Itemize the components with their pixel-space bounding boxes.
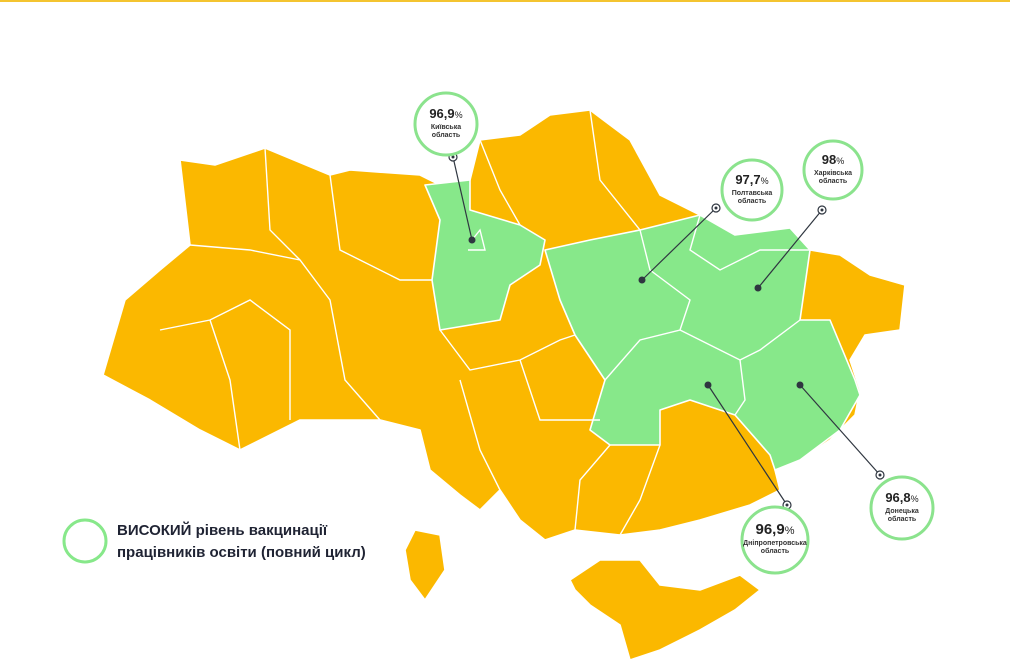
pointer-dot-core — [878, 473, 882, 477]
top-rule — [0, 0, 1010, 2]
oblast-borders — [159, 109, 810, 536]
crimea — [569, 559, 761, 661]
region-area — [102, 109, 906, 541]
region-name: Донецька — [885, 508, 919, 515]
callout-value: 97,7% — [735, 172, 768, 187]
legend-swatch — [62, 518, 108, 564]
map-point — [704, 381, 712, 389]
region-name: область — [432, 131, 461, 139]
region-name: область — [819, 177, 848, 185]
map-point — [754, 284, 762, 292]
value-unit: % — [836, 156, 844, 166]
region-name: Київська — [431, 124, 461, 131]
region-name: область — [888, 515, 917, 523]
callout-value: 96,9% — [756, 521, 795, 538]
kyiv-oblast — [424, 179, 546, 331]
callouts: 96,9%Київськаобласть97,7%Полтавськаоблас… — [413, 91, 935, 575]
value-number: 97,7 — [735, 172, 760, 187]
map-point — [796, 381, 804, 389]
value-unit: % — [911, 494, 919, 504]
region-name: Дніпропетровська — [743, 539, 807, 547]
map-point — [468, 236, 476, 244]
map-point — [638, 276, 646, 284]
callout-bubble — [869, 475, 935, 541]
odesa-south — [404, 529, 446, 601]
legend-text: ВИСОКИЙ рівень вакцинації — [117, 521, 328, 539]
legend-text: працівників освіти (повний цикл) — [117, 544, 366, 561]
value-number: 96,9 — [429, 106, 454, 121]
callout-bubble — [802, 139, 864, 201]
leader-line — [641, 207, 717, 281]
pointer-dot-core — [714, 206, 718, 210]
value-unit: % — [455, 110, 463, 120]
callout-bubble — [720, 158, 784, 222]
legend: ВИСОКИЙ рівень вакцинації працівників ос… — [62, 518, 366, 564]
value-unit: % — [761, 176, 769, 186]
region-name: область — [738, 197, 767, 205]
callout-value: 96,8% — [885, 490, 918, 505]
leader-line — [707, 384, 788, 506]
value-number: 96,8 — [885, 490, 910, 505]
ukraine-map — [102, 109, 906, 661]
callout-value: 98% — [822, 152, 844, 167]
region-name: Полтавська — [732, 190, 773, 197]
pointer-dot-core — [785, 503, 789, 507]
value-number: 98 — [822, 152, 836, 167]
leader-line — [799, 384, 881, 476]
callout-value: 96,9% — [429, 106, 462, 121]
leader-line — [757, 209, 823, 289]
region-name: Харківська — [814, 169, 852, 177]
callout-bubble — [740, 505, 810, 575]
pointer-dot-core — [451, 155, 455, 159]
leader-line — [452, 156, 473, 241]
value-unit: % — [785, 525, 795, 537]
region-name: область — [761, 547, 790, 555]
east-oblasts — [544, 214, 861, 471]
value-number: 96,9 — [756, 521, 785, 538]
pointer-dot-core — [820, 208, 824, 212]
callout-bubble — [413, 91, 479, 157]
